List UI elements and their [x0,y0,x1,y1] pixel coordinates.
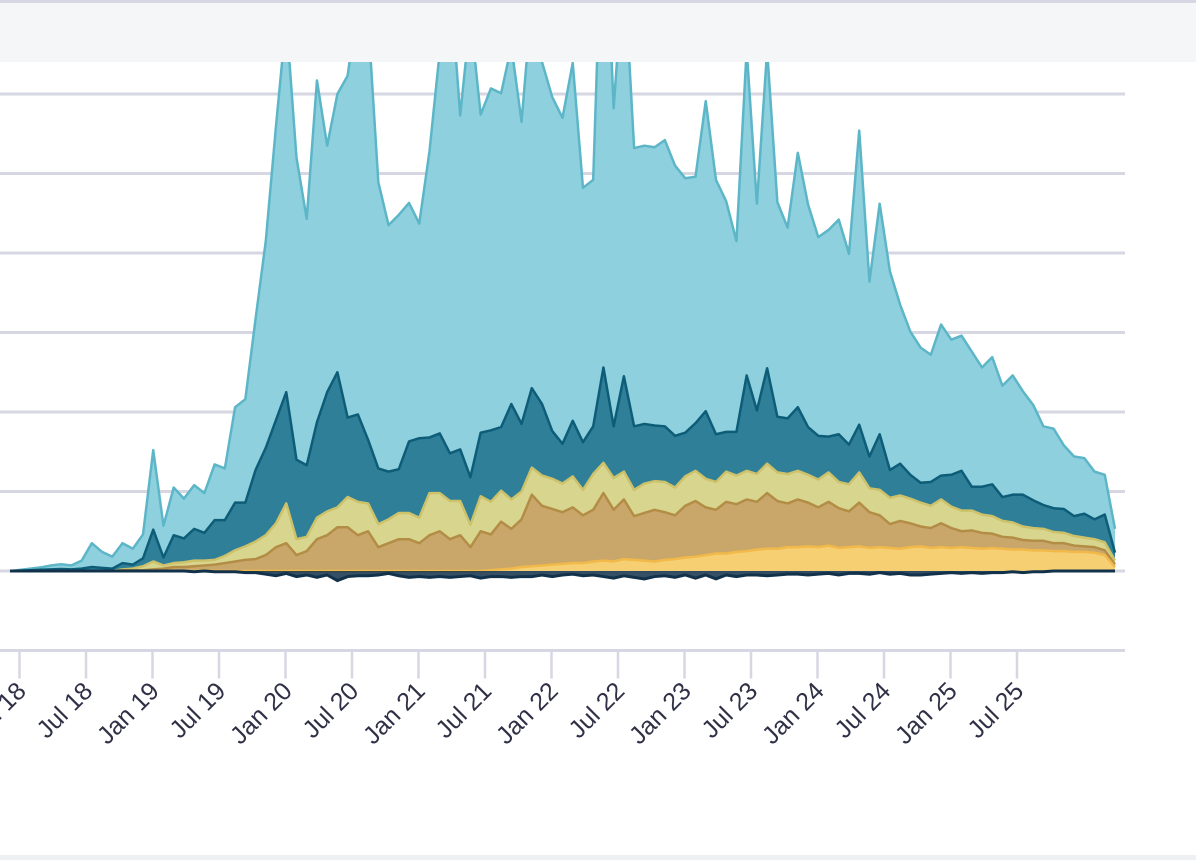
x-tick-label: Jan 21 [358,677,431,750]
series-line-teal_dark [9,366,1117,573]
x-tick-label: Jan 19 [92,677,165,750]
x-tick-label: Jul 20 [297,677,364,744]
x-tick-label: Jan 18 [0,677,32,750]
x-tick-label: Jan 25 [890,677,963,750]
series-line-yellow [10,461,1117,573]
x-tick-label: Jan 20 [225,677,298,750]
x-tick-label: Jan 22 [491,677,564,750]
series-line-navy [10,569,1115,583]
x-axis-ticks [18,650,1019,679]
x-tick-label: Jul 24 [829,677,896,744]
x-tick-label: Jan 23 [624,677,697,750]
series-line-teal_light [9,62,1117,573]
x-tick-label: Jul 25 [962,677,1029,744]
x-tick-label: Jan 24 [757,677,830,750]
x-tick-label: Jul 22 [563,677,630,744]
series-area-orange [10,545,1115,571]
area-series [9,62,1117,583]
chart-panel-header [0,0,1196,62]
panel-footer [0,855,1196,860]
series-area-yellow [10,462,1115,571]
series-area-olive [10,493,1115,571]
x-tick-label: Jul 23 [696,677,763,744]
series-line-olive [10,491,1117,573]
x-tick-label: Jul 18 [31,677,98,744]
x-tick-label: Jul 19 [164,677,231,744]
series-area-teal_dark [10,367,1115,571]
series-area-teal_light [10,62,1115,571]
x-tick-label: Jul 21 [430,677,497,744]
